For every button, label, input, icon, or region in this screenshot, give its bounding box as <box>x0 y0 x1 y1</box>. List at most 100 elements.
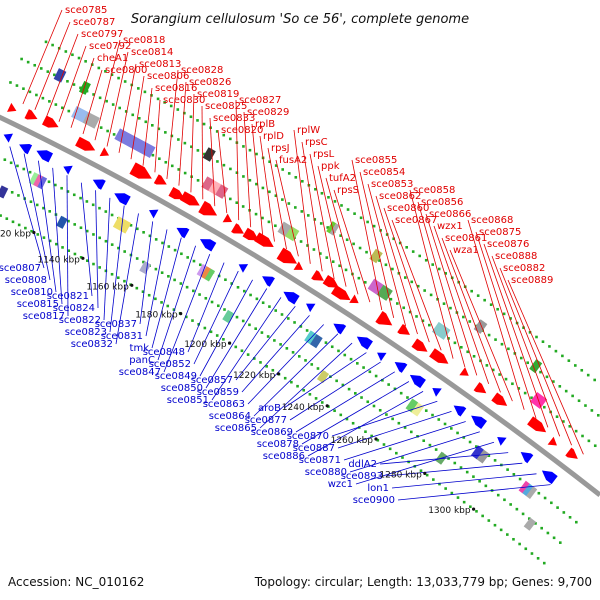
track-dot <box>391 267 394 271</box>
leader-line <box>190 93 195 193</box>
track-dot <box>26 60 30 64</box>
leader-line <box>253 333 339 417</box>
kbp-label: 1140 kbp <box>37 255 80 265</box>
track-dot <box>395 451 398 455</box>
leader-line <box>397 484 551 501</box>
gene-arrow <box>306 303 316 313</box>
gene-arrow <box>276 247 297 264</box>
gene-label: sce0859 <box>197 387 239 398</box>
gene-label: sce0818 <box>123 35 165 46</box>
track-dot <box>86 259 89 262</box>
track-dot <box>393 387 397 391</box>
track-dot <box>364 430 367 434</box>
track-dot <box>476 294 480 297</box>
track-dot <box>151 153 155 157</box>
track-dot <box>61 106 64 110</box>
track-dot <box>167 245 171 248</box>
track-dot <box>98 236 101 240</box>
gene-label: sce0814 <box>131 47 173 58</box>
track-dot <box>268 305 271 308</box>
track-dot <box>304 359 307 362</box>
track-dot <box>305 329 309 332</box>
track-dot <box>183 111 186 115</box>
track-dot <box>462 500 466 504</box>
map-title: Sorangium cellulosum 'So ce 56', complet… <box>131 12 469 27</box>
track-dot <box>534 522 537 525</box>
track-dot <box>530 552 534 555</box>
gene-block <box>196 263 216 282</box>
leader-line <box>178 81 187 186</box>
track-dot <box>98 96 102 100</box>
track-dot <box>235 315 239 319</box>
track-dot <box>351 421 355 425</box>
track-dot <box>365 250 368 254</box>
track-dot <box>447 457 450 460</box>
leader-line <box>409 189 454 359</box>
track-dot <box>453 461 457 465</box>
gene-arrow <box>432 387 442 397</box>
track-dot <box>542 561 546 565</box>
track-dot <box>290 380 293 384</box>
track-dot <box>571 394 574 398</box>
track-dot <box>110 73 114 76</box>
gene-label: sce0854 <box>363 167 405 178</box>
track-dot <box>507 347 510 351</box>
track-dot <box>539 370 542 374</box>
track-dot <box>196 119 199 122</box>
track-dot <box>123 250 126 253</box>
track-dot <box>431 413 434 417</box>
gene-arrow <box>429 348 449 364</box>
gene-label: sce0870 <box>287 431 329 442</box>
track-dot <box>493 459 497 462</box>
track-dot <box>527 517 531 520</box>
kbp-label: 1200 kbp <box>184 340 227 350</box>
track-dot <box>374 374 378 378</box>
track-dot <box>280 313 284 316</box>
track-dot <box>158 157 161 161</box>
gene-arrow <box>7 102 17 112</box>
track-dot <box>494 338 497 341</box>
track-dot <box>407 460 410 464</box>
track-dot <box>299 325 303 328</box>
track-dot <box>16 164 19 168</box>
leader-line <box>355 441 495 485</box>
gene-label: sce0833 <box>213 113 255 124</box>
track-dot <box>388 447 392 451</box>
gene-label: sce0857 <box>191 375 233 386</box>
track-dot <box>154 238 158 241</box>
track-dot <box>9 161 13 165</box>
leader-line <box>38 160 57 293</box>
leader-line <box>433 225 490 385</box>
track-dot <box>248 148 252 152</box>
gene-arrow <box>565 447 578 459</box>
gene-block <box>28 172 48 190</box>
track-dot <box>502 312 506 316</box>
leader-line <box>145 229 168 337</box>
gene-arrow <box>453 405 467 417</box>
gene-label: sce0808 <box>5 275 47 286</box>
track-dot <box>456 496 460 499</box>
track-dot <box>0 214 2 217</box>
gene-block <box>518 480 538 499</box>
gene-label: sce0858 <box>413 185 455 196</box>
track-dot <box>489 303 493 307</box>
track-dot <box>408 310 412 314</box>
gene-label: sce0823 <box>65 327 107 338</box>
gene-label: rplW <box>297 125 320 136</box>
track-dot <box>30 229 33 233</box>
gene-label: sce0900 <box>353 495 395 506</box>
track-dot <box>399 391 403 395</box>
gene-label: sce0889 <box>511 275 553 286</box>
track-dot <box>431 263 435 266</box>
track-dot <box>169 104 173 108</box>
track-dot <box>357 276 361 280</box>
gene-label: fusA2 <box>279 155 307 166</box>
leader-line <box>499 267 572 446</box>
leader-line <box>95 190 99 309</box>
track-dot <box>391 417 394 421</box>
track-dot <box>543 496 547 500</box>
track-dot <box>546 531 550 535</box>
track-dot <box>296 384 299 388</box>
track-dot <box>85 200 89 203</box>
track-dot <box>368 370 372 374</box>
